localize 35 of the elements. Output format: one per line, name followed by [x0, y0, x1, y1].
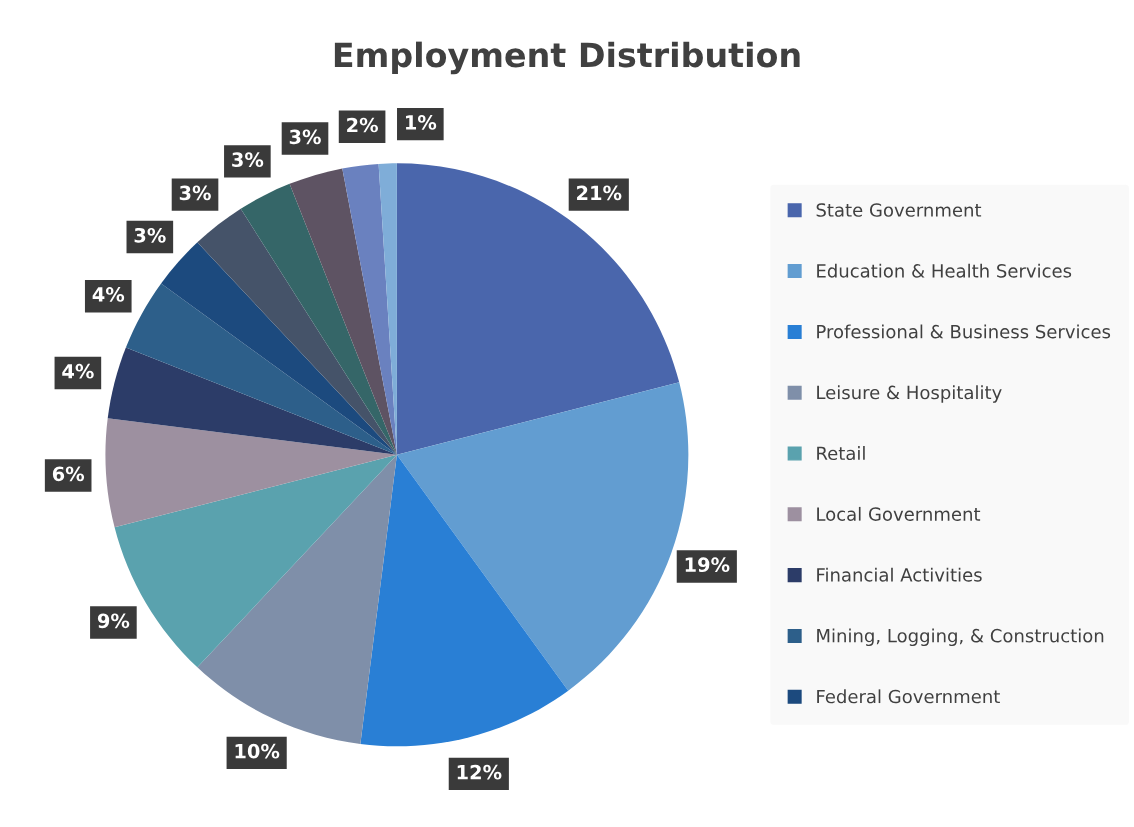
pie-slice: [240, 183, 397, 455]
chart-title: Employment Distribution: [334, 41, 800, 75]
data-label: 3%: [289, 129, 321, 145]
pie-slice: [289, 168, 397, 455]
pie-slice: [125, 283, 397, 455]
data-label: 4%: [92, 287, 125, 302]
data-label: 4%: [62, 363, 94, 379]
legend-label: Education & Health Services: [817, 263, 1072, 278]
data-label: 21%: [577, 185, 622, 201]
pie-slice: [360, 454, 569, 747]
pie-slice: [197, 454, 397, 745]
data-label: 9%: [97, 613, 130, 629]
data-label: 6%: [52, 466, 85, 482]
legend-label: Retail: [817, 446, 865, 461]
pie-slice: [107, 347, 397, 455]
legend-label: Financial Activities: [817, 567, 982, 582]
data-label: 3%: [232, 152, 264, 168]
pie-slice: [105, 418, 397, 528]
data-label: 2%: [347, 117, 378, 133]
legend-label: Federal Government: [817, 689, 1000, 704]
pie-slice: [396, 163, 680, 455]
data-label: 10%: [235, 743, 280, 759]
legend-label: Leisure & Hospitality: [817, 385, 1002, 403]
legend-label: Mining, Logging, & Construction: [817, 628, 1104, 647]
data-label: 3%: [179, 185, 211, 201]
data-label: 3%: [134, 227, 166, 243]
data-label: 1%: [406, 115, 437, 130]
legend-label: Local Government: [817, 506, 981, 521]
pie-slice: [161, 242, 397, 455]
pie-slice: [342, 163, 397, 455]
legend-label: State Government: [816, 203, 982, 217]
pie-slice: [197, 208, 397, 455]
data-label: 12%: [457, 764, 502, 780]
data-label: 19%: [685, 557, 730, 573]
legend-label: Professional & Business Services: [817, 324, 1111, 339]
